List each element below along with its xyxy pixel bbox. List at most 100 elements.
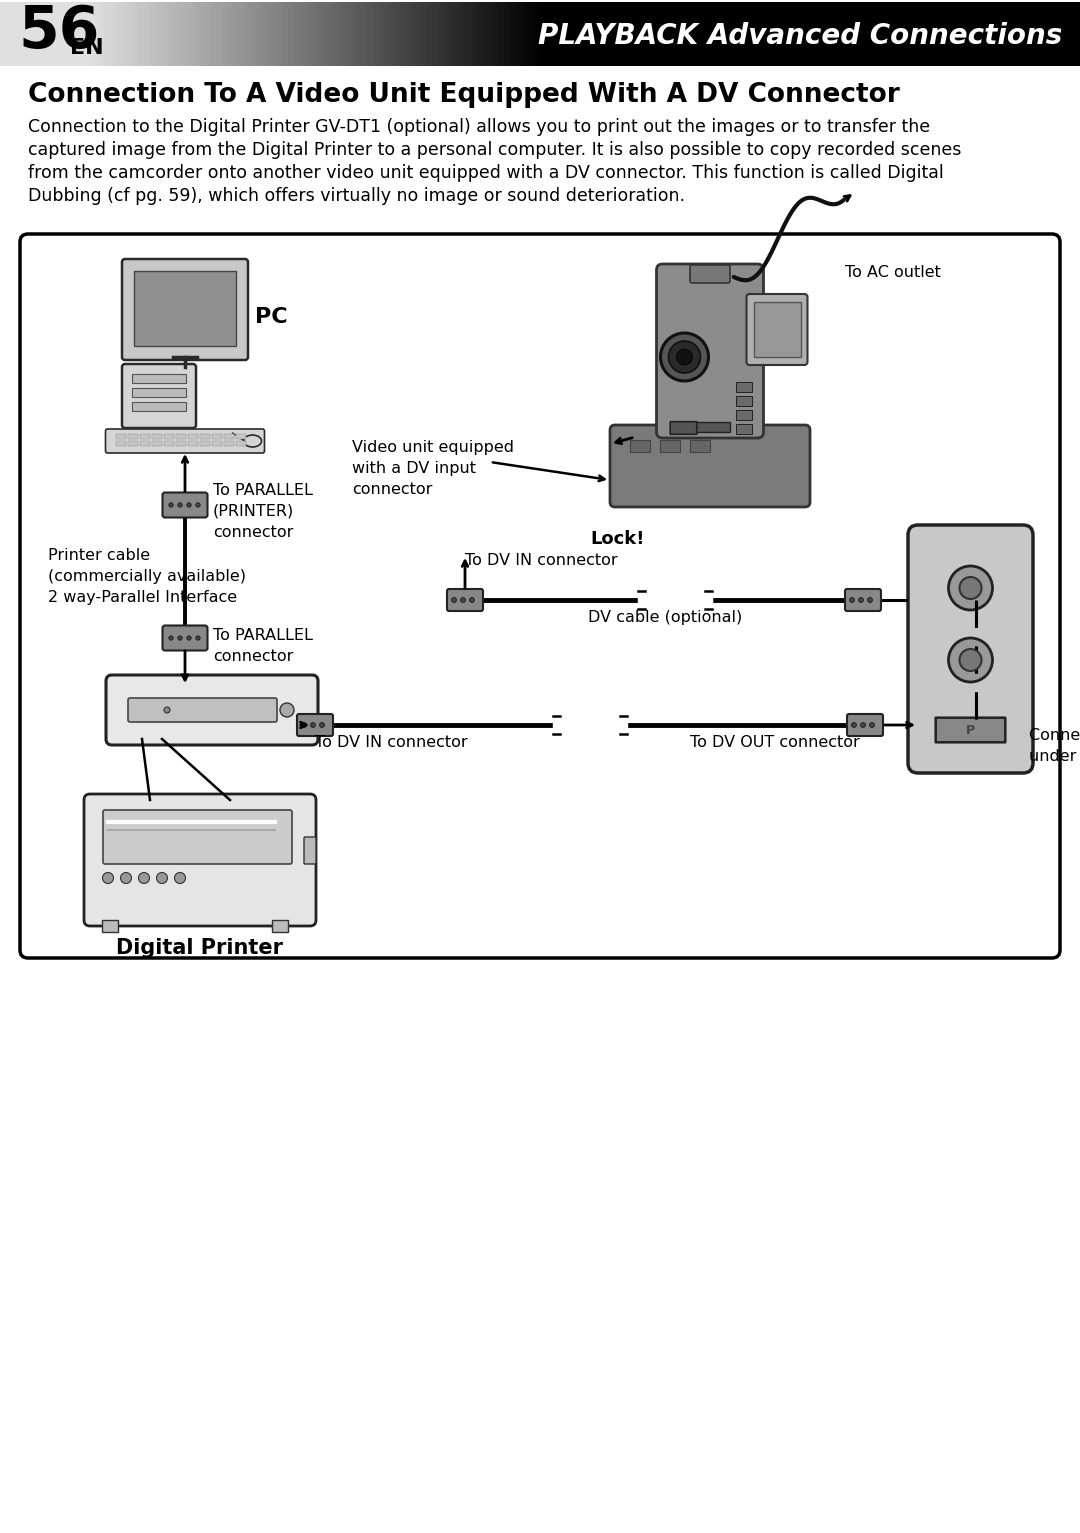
- Bar: [754, 302, 800, 357]
- Circle shape: [867, 598, 873, 602]
- Circle shape: [178, 503, 183, 507]
- Circle shape: [460, 598, 465, 602]
- Bar: [116, 442, 125, 446]
- Bar: [163, 434, 174, 438]
- Text: Video unit equipped
with a DV input
connector: Video unit equipped with a DV input conn…: [352, 440, 514, 497]
- Bar: [175, 434, 186, 438]
- Text: P: P: [966, 724, 975, 736]
- Circle shape: [451, 598, 457, 602]
- Text: To DV OUT connector: To DV OUT connector: [690, 734, 860, 750]
- FancyBboxPatch shape: [610, 425, 810, 507]
- FancyBboxPatch shape: [908, 524, 1032, 773]
- Bar: [735, 382, 752, 392]
- FancyBboxPatch shape: [129, 698, 276, 722]
- Text: Lock!: Lock!: [590, 530, 645, 547]
- Bar: [200, 442, 210, 446]
- Bar: [127, 442, 137, 446]
- FancyBboxPatch shape: [746, 294, 808, 365]
- Bar: [224, 442, 233, 446]
- FancyBboxPatch shape: [106, 429, 265, 452]
- FancyBboxPatch shape: [303, 837, 316, 865]
- Circle shape: [301, 722, 307, 728]
- Circle shape: [850, 598, 854, 602]
- Bar: [132, 402, 186, 411]
- Bar: [175, 442, 186, 446]
- Bar: [116, 434, 125, 438]
- Circle shape: [168, 503, 173, 507]
- Circle shape: [851, 722, 856, 728]
- Text: PLAYBACK Advanced Connections: PLAYBACK Advanced Connections: [538, 21, 1062, 51]
- Circle shape: [869, 722, 875, 728]
- Circle shape: [661, 333, 708, 382]
- Circle shape: [470, 598, 474, 602]
- Bar: [132, 388, 186, 397]
- Circle shape: [157, 872, 167, 883]
- Text: To DV IN connector: To DV IN connector: [315, 734, 468, 750]
- Text: PC: PC: [255, 307, 287, 327]
- Bar: [134, 271, 237, 346]
- Circle shape: [187, 503, 191, 507]
- Circle shape: [861, 722, 865, 728]
- Circle shape: [320, 722, 324, 728]
- FancyBboxPatch shape: [845, 589, 881, 612]
- Text: EN: EN: [70, 38, 104, 58]
- Bar: [224, 434, 233, 438]
- Bar: [102, 920, 118, 932]
- FancyBboxPatch shape: [847, 714, 883, 736]
- Bar: [200, 434, 210, 438]
- Text: To AC outlet: To AC outlet: [845, 265, 941, 281]
- Bar: [139, 434, 149, 438]
- Text: To DV IN connector: To DV IN connector: [465, 553, 618, 569]
- Text: captured image from the Digital Printer to a personal computer. It is also possi: captured image from the Digital Printer …: [28, 141, 961, 159]
- FancyBboxPatch shape: [84, 794, 316, 926]
- FancyBboxPatch shape: [671, 422, 697, 434]
- Circle shape: [959, 576, 982, 599]
- Text: To PARALLEL
(PRINTER)
connector: To PARALLEL (PRINTER) connector: [213, 483, 313, 540]
- Bar: [188, 442, 198, 446]
- Bar: [151, 442, 162, 446]
- FancyBboxPatch shape: [162, 492, 207, 518]
- Bar: [735, 425, 752, 434]
- Text: Connection to the Digital Printer GV-DT1 (optional) allows you to print out the : Connection to the Digital Printer GV-DT1…: [28, 118, 930, 136]
- Circle shape: [168, 636, 173, 641]
- FancyBboxPatch shape: [122, 363, 195, 428]
- Circle shape: [948, 638, 993, 682]
- Text: DV cable (optional): DV cable (optional): [588, 610, 742, 625]
- Circle shape: [669, 340, 701, 373]
- Circle shape: [859, 598, 864, 602]
- Bar: [163, 442, 174, 446]
- FancyBboxPatch shape: [690, 265, 730, 284]
- Text: Printer cable
(commercially available)
2 way-Parallel Interface: Printer cable (commercially available) 2…: [48, 547, 246, 606]
- Circle shape: [948, 566, 993, 610]
- Circle shape: [103, 872, 113, 883]
- FancyBboxPatch shape: [657, 264, 764, 438]
- Bar: [235, 434, 245, 438]
- Bar: [630, 440, 650, 452]
- Circle shape: [138, 872, 149, 883]
- Bar: [735, 396, 752, 406]
- Bar: [690, 422, 730, 432]
- FancyBboxPatch shape: [21, 235, 1059, 958]
- Bar: [212, 434, 221, 438]
- Bar: [690, 440, 710, 452]
- Circle shape: [311, 722, 315, 728]
- Circle shape: [187, 636, 191, 641]
- Text: Connector is
under the cover.: Connector is under the cover.: [1029, 728, 1080, 763]
- Text: from the camcorder onto another video unit equipped with a DV connector. This fu: from the camcorder onto another video un…: [28, 164, 944, 182]
- Bar: [151, 434, 162, 438]
- FancyBboxPatch shape: [103, 809, 292, 865]
- FancyBboxPatch shape: [447, 589, 483, 612]
- Circle shape: [178, 636, 183, 641]
- Text: Digital Printer: Digital Printer: [117, 938, 283, 958]
- Circle shape: [195, 636, 200, 641]
- Bar: [660, 440, 680, 452]
- FancyBboxPatch shape: [162, 625, 207, 650]
- Circle shape: [959, 648, 982, 671]
- Bar: [132, 374, 186, 383]
- FancyBboxPatch shape: [122, 259, 248, 360]
- Bar: [735, 409, 752, 420]
- FancyBboxPatch shape: [106, 675, 318, 745]
- Bar: [272, 920, 288, 932]
- Circle shape: [195, 503, 200, 507]
- Circle shape: [164, 707, 170, 713]
